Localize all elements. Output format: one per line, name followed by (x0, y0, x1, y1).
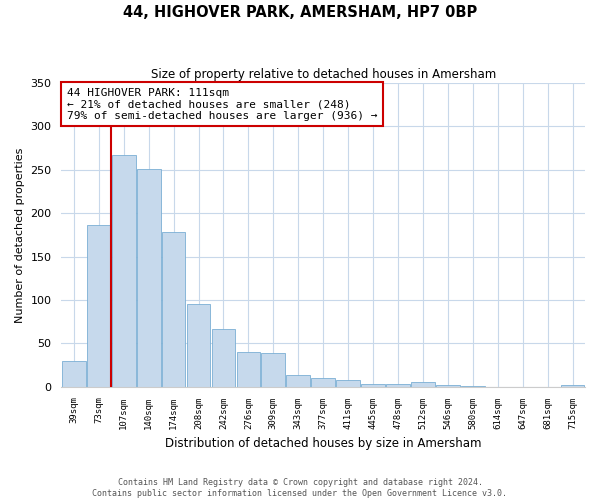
Bar (212, 330, 235, 386)
Bar (187, 304, 211, 386)
Bar (411, 382, 435, 386)
Y-axis label: Number of detached properties: Number of detached properties (15, 147, 25, 322)
Bar (560, 385, 584, 386)
Bar (112, 155, 136, 386)
Bar (87, 226, 110, 386)
Bar (336, 380, 360, 386)
Text: 44 HIGHOVER PARK: 111sqm
← 21% of detached houses are smaller (248)
79% of semi-: 44 HIGHOVER PARK: 111sqm ← 21% of detach… (67, 88, 377, 121)
Bar (162, 232, 185, 386)
Text: Contains HM Land Registry data © Crown copyright and database right 2024.
Contai: Contains HM Land Registry data © Crown c… (92, 478, 508, 498)
Bar (137, 169, 161, 386)
Bar (236, 352, 260, 386)
Bar (311, 378, 335, 386)
Bar (62, 360, 86, 386)
Bar (386, 384, 410, 386)
Bar (286, 374, 310, 386)
Bar (262, 353, 285, 386)
X-axis label: Distribution of detached houses by size in Amersham: Distribution of detached houses by size … (165, 437, 481, 450)
Bar (436, 385, 460, 386)
Bar (361, 384, 385, 386)
Title: Size of property relative to detached houses in Amersham: Size of property relative to detached ho… (151, 68, 496, 80)
Text: 44, HIGHOVER PARK, AMERSHAM, HP7 0BP: 44, HIGHOVER PARK, AMERSHAM, HP7 0BP (123, 5, 477, 20)
